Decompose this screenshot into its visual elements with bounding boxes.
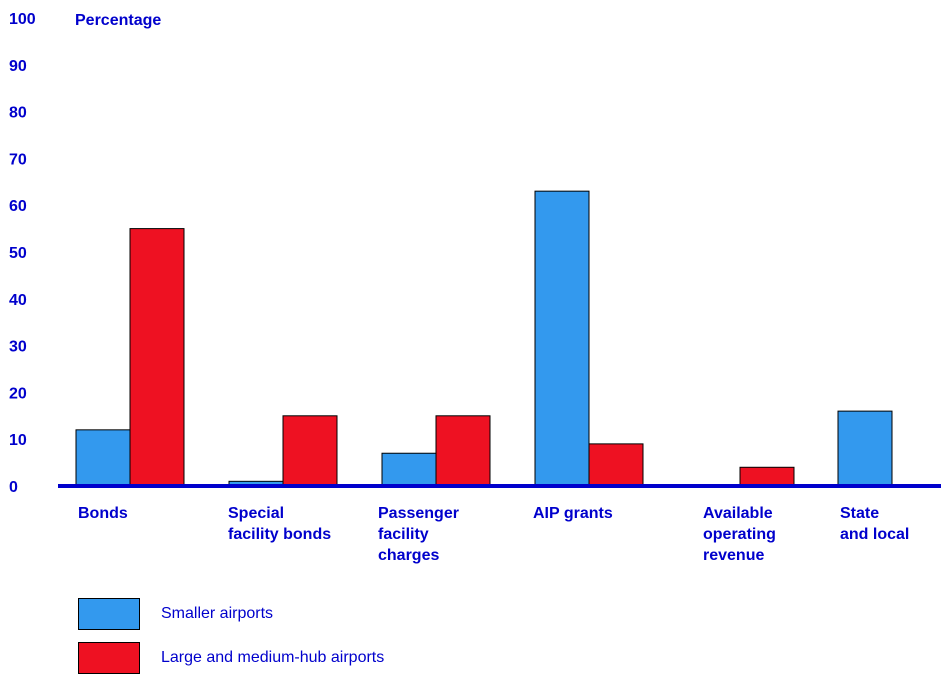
bar-large-1 bbox=[282, 415, 338, 487]
y-tick-label: 10 bbox=[9, 432, 27, 449]
legend-swatch-large bbox=[78, 642, 140, 674]
bar-smaller-0 bbox=[75, 429, 131, 487]
y-axis-label: Percentage bbox=[75, 12, 162, 29]
category-label-state-and-local: State and local bbox=[840, 505, 910, 543]
legend-label-smaller: Smaller airports bbox=[161, 605, 274, 622]
bar-large-4 bbox=[739, 466, 795, 487]
y-tick-label: 0 bbox=[9, 479, 18, 496]
legend-item-smaller-airports: Smaller airports bbox=[78, 597, 273, 631]
category-label-bonds: Bonds bbox=[78, 505, 128, 522]
category-label-special-facility-bonds: Special facility bonds bbox=[228, 505, 332, 543]
bar-large-2 bbox=[435, 415, 491, 487]
y-tick-label: 90 bbox=[9, 58, 27, 75]
category-label-available-operating-revenue: Available operating revenue bbox=[703, 505, 776, 564]
category-label-passenger-facility-charges: Passenger facility charges bbox=[378, 505, 459, 564]
y-tick-label: 30 bbox=[9, 339, 27, 356]
legend-item-large-medium-hub-airports: Large and medium-hub airports bbox=[78, 641, 384, 675]
y-tick-label: 70 bbox=[9, 151, 27, 168]
bar-large-3 bbox=[588, 443, 644, 487]
legend-label-large: Large and medium-hub airports bbox=[161, 649, 385, 666]
bar-smaller-2 bbox=[381, 452, 437, 487]
y-tick-label: 80 bbox=[9, 105, 27, 122]
y-tick-label: 40 bbox=[9, 292, 27, 309]
legend-swatch-smaller bbox=[78, 598, 140, 630]
bar-large-0 bbox=[129, 228, 185, 487]
y-tick-label: 20 bbox=[9, 385, 27, 402]
y-tick-label: 60 bbox=[9, 198, 27, 215]
category-label-aip-grants: AIP grants bbox=[533, 505, 613, 522]
bar-smaller-5 bbox=[837, 410, 893, 487]
y-tick-label: 50 bbox=[9, 245, 27, 262]
bar-smaller-3 bbox=[534, 190, 590, 487]
y-tick-label: 100 bbox=[9, 11, 36, 28]
